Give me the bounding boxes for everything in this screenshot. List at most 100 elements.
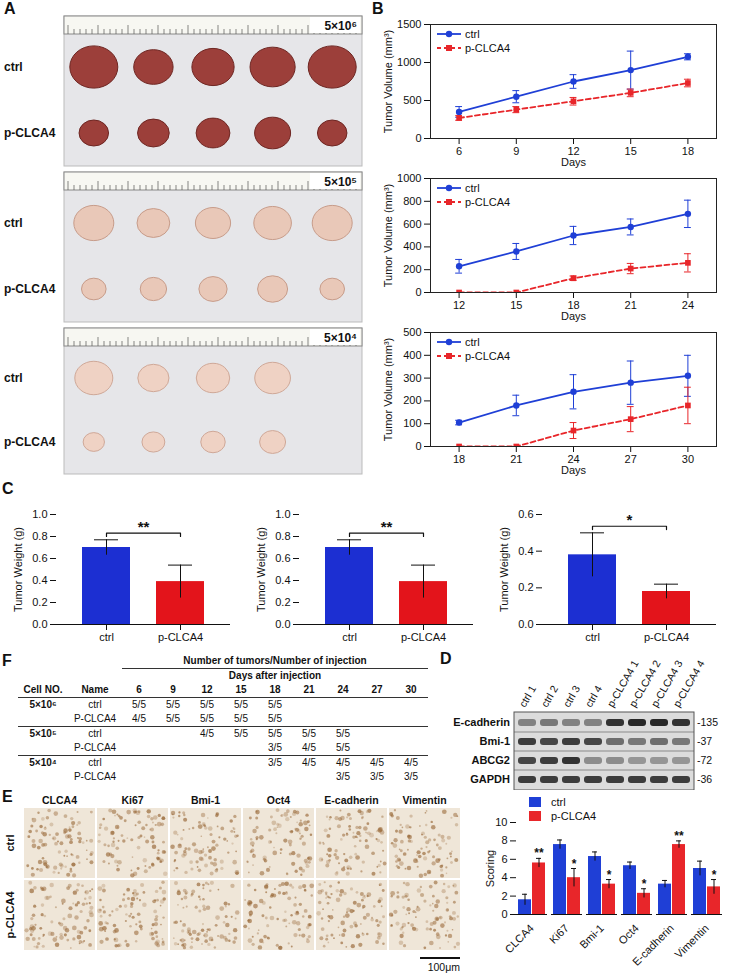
svg-text:1000: 1000 [397, 172, 421, 184]
svg-text:Tumor Weight (g): Tumor Weight (g) [255, 527, 267, 612]
svg-text:500: 500 [403, 94, 421, 106]
svg-text:E-cadherin: E-cadherin [324, 794, 378, 806]
svg-text:0.0: 0.0 [32, 618, 47, 630]
svg-text:30: 30 [682, 453, 694, 465]
svg-text:Bmi-1: Bmi-1 [479, 735, 510, 747]
svg-text:200: 200 [403, 394, 421, 406]
svg-text:400: 400 [403, 240, 421, 252]
svg-text:Ki67: Ki67 [121, 794, 143, 806]
svg-text:1.0: 1.0 [32, 508, 47, 520]
svg-text:0.4: 0.4 [32, 574, 47, 586]
svg-text:5×10⁴: 5×10⁴ [324, 331, 357, 345]
svg-text:18: 18 [453, 453, 465, 465]
svg-text:8: 8 [501, 834, 507, 846]
svg-text:ctrl: ctrl [342, 631, 357, 643]
svg-text:0.2: 0.2 [32, 596, 47, 608]
svg-text:0.2: 0.2 [275, 596, 290, 608]
svg-text:Vimentin: Vimentin [402, 794, 446, 806]
svg-text:ABCG2: ABCG2 [471, 754, 510, 766]
svg-text:Scoring: Scoring [484, 850, 496, 887]
svg-text:21: 21 [510, 453, 522, 465]
svg-text:Tumor Weight (g): Tumor Weight (g) [498, 527, 510, 612]
svg-text:*: * [642, 877, 647, 891]
svg-text:p-CLCA4: p-CLCA4 [401, 631, 446, 643]
svg-text:1.0: 1.0 [275, 508, 290, 520]
svg-text:Tumor Volume (mm³): Tumor Volume (mm³) [382, 338, 394, 442]
svg-text:0.6: 0.6 [275, 552, 290, 564]
svg-text:-72: -72 [697, 754, 712, 766]
svg-text:5×10⁵: 5×10⁵ [324, 175, 357, 189]
svg-text:*: * [712, 868, 717, 882]
svg-text:500: 500 [403, 326, 421, 338]
svg-text:p-CLCA4: p-CLCA4 [158, 631, 203, 643]
svg-text:12: 12 [453, 299, 465, 311]
svg-text:CLCA4: CLCA4 [42, 794, 77, 806]
svg-text:0: 0 [415, 286, 421, 298]
svg-text:100μm: 100μm [428, 961, 461, 973]
svg-text:**: ** [381, 518, 393, 535]
svg-text:300: 300 [403, 372, 421, 384]
svg-text:15: 15 [625, 145, 637, 157]
svg-text:Days: Days [561, 310, 587, 322]
svg-text:Days: Days [561, 156, 587, 168]
svg-text:Vimentin: Vimentin [672, 922, 711, 961]
svg-text:ctrl: ctrl [4, 216, 23, 230]
svg-text:24: 24 [682, 299, 694, 311]
svg-text:ctrl 3: ctrl 3 [560, 683, 582, 709]
svg-text:1500: 1500 [397, 18, 421, 30]
svg-text:-37: -37 [697, 735, 712, 747]
svg-text:0.2: 0.2 [518, 581, 533, 593]
svg-text:2: 2 [501, 890, 507, 902]
svg-text:0.4: 0.4 [518, 545, 533, 557]
svg-text:ctrl 4: ctrl 4 [582, 683, 604, 709]
svg-text:5×10⁶: 5×10⁶ [324, 19, 357, 33]
svg-text:9: 9 [513, 145, 519, 157]
svg-text:27: 27 [625, 453, 637, 465]
svg-text:*: * [572, 857, 577, 871]
svg-text:0: 0 [501, 908, 507, 920]
svg-text:400: 400 [403, 349, 421, 361]
svg-text:0: 0 [415, 440, 421, 452]
svg-text:p-CLCA4: p-CLCA4 [4, 435, 56, 449]
svg-text:15: 15 [510, 299, 522, 311]
svg-text:0.4: 0.4 [275, 574, 290, 586]
svg-text:-36: -36 [697, 773, 712, 785]
svg-text:1000: 1000 [397, 56, 421, 68]
svg-text:**: ** [674, 829, 684, 843]
svg-text:p-CLCA4: p-CLCA4 [644, 631, 689, 643]
svg-text:Oct4: Oct4 [616, 922, 641, 947]
svg-text:GAPDH: GAPDH [470, 773, 510, 785]
svg-text:0: 0 [415, 132, 421, 144]
svg-text:ctrl 2: ctrl 2 [538, 683, 560, 709]
svg-text:100: 100 [403, 417, 421, 429]
svg-text:Days: Days [561, 464, 587, 476]
svg-text:ctrl 1: ctrl 1 [516, 683, 538, 709]
svg-text:Bmi-1: Bmi-1 [577, 922, 606, 951]
svg-text:4: 4 [501, 871, 507, 883]
svg-text:6: 6 [501, 853, 507, 865]
svg-text:**: ** [138, 518, 150, 535]
svg-text:ctrl: ctrl [99, 631, 114, 643]
svg-text:*: * [627, 511, 633, 528]
svg-text:Ki67: Ki67 [547, 922, 571, 946]
svg-text:Bmi-1: Bmi-1 [191, 794, 220, 806]
svg-text:E-cadherin: E-cadherin [630, 922, 676, 968]
svg-text:p-CLCA4 4: p-CLCA4 4 [670, 658, 706, 709]
svg-text:0.0: 0.0 [518, 618, 533, 630]
svg-text:p-CLCA4: p-CLCA4 [4, 282, 56, 296]
svg-text:10: 10 [495, 816, 507, 828]
svg-text:ctrl: ctrl [4, 834, 16, 851]
svg-text:*: * [607, 868, 612, 882]
svg-text:p-CLCA4: p-CLCA4 [4, 126, 56, 140]
svg-text:E-cadherin: E-cadherin [453, 716, 510, 728]
svg-text:ctrl: ctrl [4, 371, 23, 385]
svg-text:200: 200 [403, 263, 421, 275]
svg-text:18: 18 [682, 145, 694, 157]
svg-text:Tumor Volume (mm³): Tumor Volume (mm³) [382, 184, 394, 288]
svg-text:6: 6 [456, 145, 462, 157]
svg-text:800: 800 [403, 195, 421, 207]
svg-text:p-CLCA4: p-CLCA4 [4, 891, 16, 939]
svg-text:Tumor Weight (g): Tumor Weight (g) [12, 527, 24, 612]
svg-text:**: ** [534, 846, 544, 860]
svg-text:21: 21 [625, 299, 637, 311]
